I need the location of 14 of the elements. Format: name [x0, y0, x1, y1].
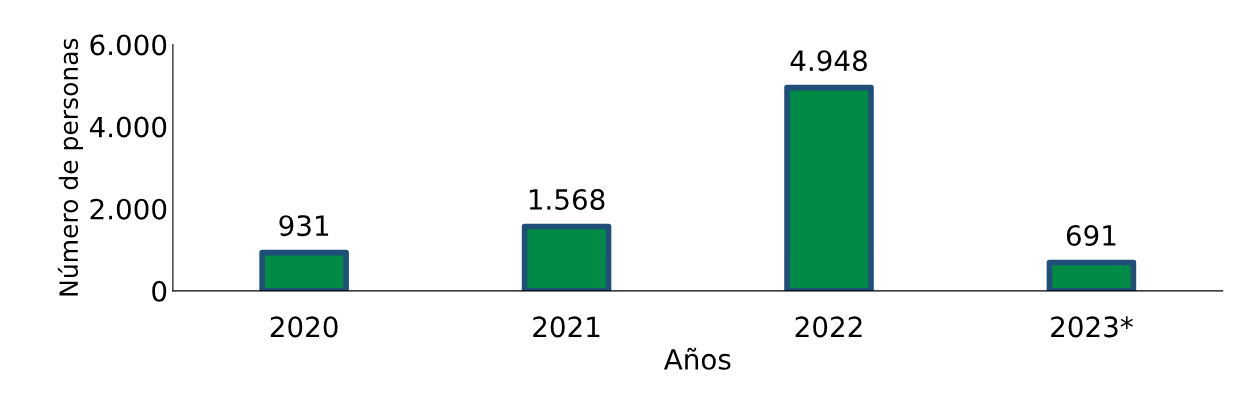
y-axis-title: Número de personas	[57, 38, 83, 296]
y-tick-label: 4.000	[89, 116, 167, 138]
data-label: 4.948	[790, 50, 867, 72]
data-label: 1.568	[529, 188, 605, 210]
x-axis-title: Años	[663, 347, 731, 370]
y-tick-label: 6.000	[90, 34, 167, 56]
x-tick-label: 2020	[270, 316, 338, 338]
y-tick-label: 0	[152, 280, 167, 302]
data-label: 691	[1066, 224, 1116, 247]
x-tick-label: 2022	[795, 316, 862, 338]
x-tick-label: 2023*	[1051, 316, 1133, 338]
data-label: 931	[279, 215, 329, 237]
y-tick-label: 2.000	[90, 198, 167, 220]
x-tick-label: 2021	[533, 316, 600, 338]
